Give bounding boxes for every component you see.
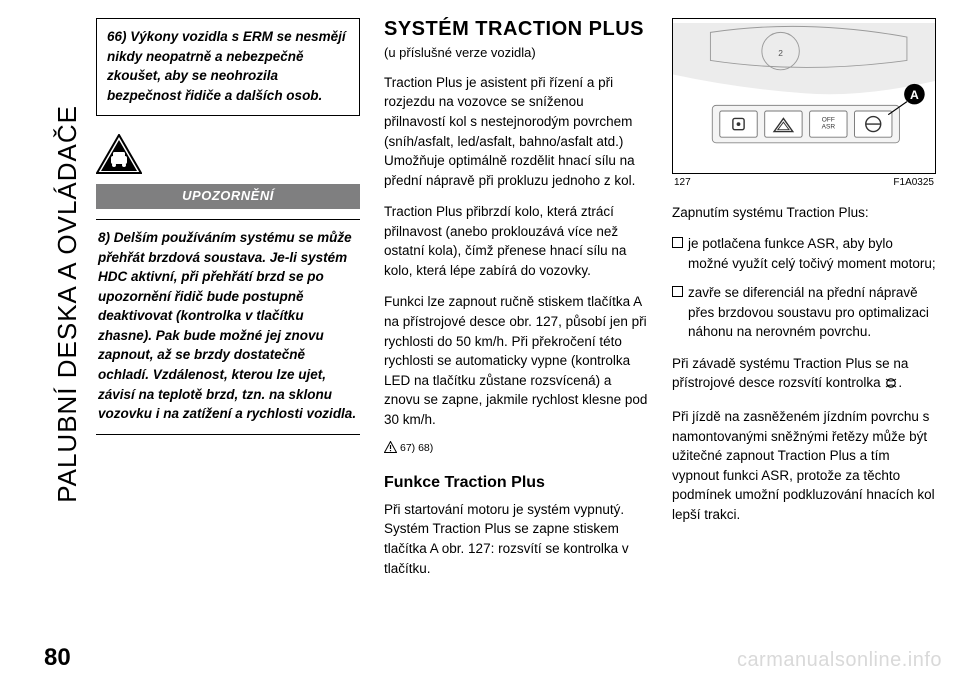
warning-66-number: 66) xyxy=(107,29,127,44)
col2-p2: Traction Plus přibrzdí kolo, která ztrác… xyxy=(384,202,648,280)
warning-8-number: 8) xyxy=(98,230,110,245)
section-side-label-text: PALUBNÍ DESKA A OVLÁDAČE xyxy=(52,105,83,503)
footnote-text: 67) 68) xyxy=(400,442,433,454)
svg-text:ASR: ASR xyxy=(822,124,836,131)
warning-triangle-icon xyxy=(384,441,397,453)
col3-p2a: Při závadě systému Traction Plus se na p… xyxy=(672,356,908,391)
col2-p4: Při startování motoru je systém vypnutý.… xyxy=(384,500,648,578)
col3-p2: Při závadě systému Traction Plus se na p… xyxy=(672,354,936,395)
section-subhead: (u příslušné verze vozidla) xyxy=(384,44,648,63)
col2-p1: Traction Plus je asistent při řízení a p… xyxy=(384,73,648,190)
warning-box-8: 8) Delším používáním systému se může pře… xyxy=(96,219,360,435)
footnote-67-68: 67) 68) xyxy=(384,441,648,456)
col2-p3: Funkci lze zapnout ručně stiskem tlačítk… xyxy=(384,292,648,429)
notice-bar: UPOZORNĚNÍ xyxy=(96,184,360,209)
svg-text:A: A xyxy=(910,88,919,102)
warning-8-text: Delším používáním systému se může přehřá… xyxy=(98,230,356,421)
svg-text:2: 2 xyxy=(778,48,783,58)
section-side-label: PALUBNÍ DESKA A OVLÁDAČE xyxy=(52,24,82,584)
figure-caption: 127 F1A0325 xyxy=(672,176,936,191)
col3-p3: Při jízdě na zasněženém jízdním povrchu … xyxy=(672,407,936,524)
figure-code: F1A0325 xyxy=(893,176,934,191)
column-3: 2 ASR OFF xyxy=(672,18,936,636)
watermark: carmanualsonline.info xyxy=(737,649,942,672)
col3-p1: Zapnutím systému Traction Plus: xyxy=(672,203,936,223)
page-number: 80 xyxy=(44,644,71,672)
column-1: 66) Výkony vozidla s ERM se nesmějí nikd… xyxy=(96,18,360,636)
figure-number: 127 xyxy=(674,176,691,191)
section-title: SYSTÉM TRACTION PLUS xyxy=(384,18,648,40)
car-warning-icon xyxy=(96,134,142,174)
content-columns: 66) Výkony vozidla s ERM se nesmějí nikd… xyxy=(96,18,936,636)
svg-text:OFF: OFF xyxy=(822,116,835,123)
col3-bullets: je potlačena funkce ASR, aby bylo možné … xyxy=(672,234,936,342)
warning-box-66: 66) Výkony vozidla s ERM se nesmějí nikd… xyxy=(96,18,360,116)
bullet-1: je potlačena funkce ASR, aby bylo možné … xyxy=(672,234,936,273)
subsection-title: Funkce Traction Plus xyxy=(384,471,648,494)
warning-66-text: Výkony vozidla s ERM se nesmějí nikdy ne… xyxy=(107,29,346,103)
notice-bar-label: UPOZORNĚNÍ xyxy=(182,188,274,203)
bullet-2: zavře se diferenciál na přední nápravě p… xyxy=(672,283,936,342)
traction-fault-icon xyxy=(884,375,898,395)
col3-p2b: . xyxy=(898,375,902,390)
figure-127: 2 ASR OFF xyxy=(672,18,936,174)
manual-page: PALUBNÍ DESKA A OVLÁDAČE 80 66) Výkony v… xyxy=(0,0,960,686)
column-2: SYSTÉM TRACTION PLUS (u příslušné verze … xyxy=(384,18,648,636)
